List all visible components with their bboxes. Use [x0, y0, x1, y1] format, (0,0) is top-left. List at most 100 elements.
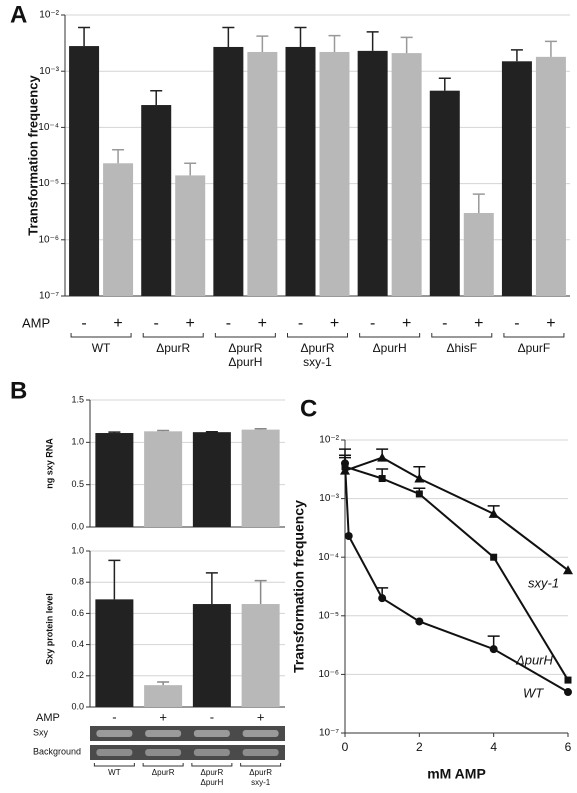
y-tick-label: 10⁻³: [39, 66, 59, 77]
error-bar: [150, 89, 163, 106]
bar: [501, 61, 532, 296]
y-tick-label: 1.0: [71, 437, 84, 447]
point: [564, 676, 572, 684]
bar: [95, 599, 134, 707]
y-tick-label: 10⁻⁷: [39, 291, 59, 302]
series-label: sxy-1: [528, 575, 559, 590]
x-tick-label: ΔpurR: [249, 768, 272, 777]
blot-strip: [90, 745, 285, 760]
group-bracket: [503, 333, 565, 338]
amp-sign: -: [298, 315, 303, 332]
y-axis-title: Transformation frequency: [25, 75, 40, 236]
error-bar: [510, 49, 523, 62]
error-bar: [438, 77, 451, 91]
bar: [429, 90, 460, 296]
y-tick-label: 1.0: [71, 545, 84, 555]
amp-sign: -: [442, 315, 447, 332]
point: [378, 594, 387, 603]
point: [415, 617, 424, 626]
amp-label: AMP: [22, 315, 50, 330]
group-bracket: [70, 333, 132, 338]
error-bar: [222, 26, 235, 47]
y-tick-label: 0.5: [71, 479, 84, 489]
error-bar: [157, 429, 170, 432]
error-bar: [256, 35, 269, 52]
y-tick-label: 1.5: [71, 394, 84, 404]
group-bracket: [431, 333, 493, 338]
amp-sign: -: [154, 315, 159, 332]
amp-sign: +: [330, 315, 339, 332]
y-tick-label: 10⁻⁶: [318, 669, 339, 680]
error-bar: [157, 681, 170, 686]
amp-sign: -: [210, 709, 214, 724]
bar: [241, 429, 280, 527]
panel-label: A: [10, 1, 27, 28]
x-tick-label: sxy-1: [251, 778, 271, 787]
amp-sign: -: [81, 315, 86, 332]
x-tick-label: 2: [416, 740, 423, 754]
amp-sign: -: [514, 315, 519, 332]
bar: [247, 51, 278, 297]
bar: [213, 46, 244, 297]
x-tick-label: ΔpurH: [228, 355, 262, 369]
error-bar: [254, 579, 267, 605]
bar: [103, 163, 134, 296]
y-tick-label: 10⁻⁵: [38, 178, 59, 189]
bar: [95, 433, 134, 527]
blot-band: [145, 749, 182, 756]
group-bracket: [240, 763, 282, 767]
x-tick-label: ΔpurH: [201, 778, 224, 787]
error-bar: [108, 559, 121, 600]
point: [489, 645, 498, 654]
x-tick-label: ΔpurH: [373, 341, 407, 355]
x-tick-label: ΔhisF: [446, 341, 477, 355]
point: [488, 508, 499, 518]
bar: [141, 105, 172, 297]
point: [563, 565, 573, 575]
group-bracket: [142, 763, 184, 767]
x-tick-label: 4: [490, 740, 497, 754]
bar: [391, 53, 422, 296]
series-label: WT: [523, 685, 544, 700]
error-bar: [294, 26, 307, 47]
blot-label: Sxy: [33, 727, 49, 737]
amp-sign: +: [546, 315, 555, 332]
group-bracket: [359, 333, 421, 338]
y-tick-label: 0.0: [71, 521, 84, 531]
x-tick-label: ΔpurR: [300, 341, 334, 355]
point: [415, 490, 423, 498]
y-tick-label: 10⁻⁵: [318, 610, 339, 621]
y-axis-title: Sxy protein level: [44, 593, 54, 665]
error-bar: [184, 162, 197, 176]
point: [490, 553, 498, 561]
bar: [241, 604, 280, 707]
point: [414, 473, 425, 483]
blot-strip: [90, 726, 285, 741]
error-bar: [78, 26, 91, 47]
y-tick-label: 10⁻²: [39, 10, 59, 21]
error-bar: [400, 36, 413, 54]
group-bracket: [191, 763, 233, 767]
error-bar: [328, 34, 341, 52]
blot-band: [96, 749, 133, 756]
blot-label: Background: [33, 746, 81, 756]
x-tick-label: ΔpurR: [228, 341, 262, 355]
bar: [175, 175, 206, 296]
point: [340, 465, 350, 475]
y-tick-label: 10⁻⁷: [319, 728, 339, 739]
error-bar: [108, 431, 121, 434]
amp-sign: +: [159, 709, 167, 724]
point: [564, 688, 572, 697]
x-tick-label: ΔpurR: [156, 341, 190, 355]
panel-label: C: [300, 395, 317, 422]
series-line: [344, 456, 569, 571]
bar: [285, 46, 316, 297]
error-bar: [205, 572, 218, 605]
bar: [69, 46, 100, 296]
y-axis-title: ng sxy RNA: [44, 438, 54, 489]
x-tick-label: ΔpurF: [518, 341, 551, 355]
y-tick-label: 0.8: [71, 577, 84, 587]
x-tick-label: sxy-1: [303, 355, 332, 369]
bar: [357, 50, 388, 296]
